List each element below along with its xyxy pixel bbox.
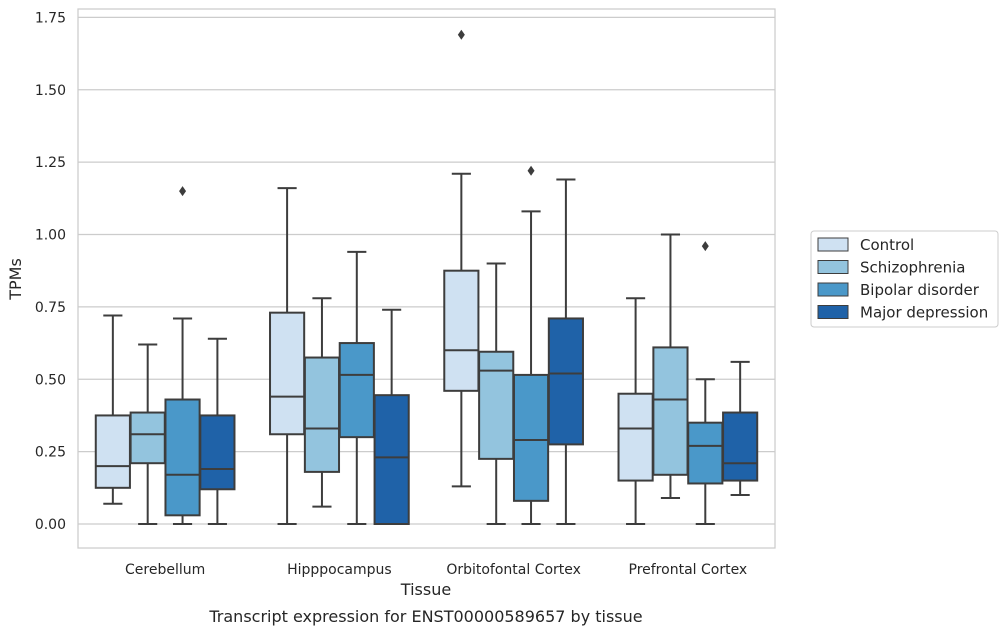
x-axis-label: Tissue (400, 580, 451, 599)
box-iqr (512, 373, 550, 502)
box-orbitofontal-cortex-major-depression (547, 178, 584, 525)
plot-area-frame (77, 8, 776, 549)
x-tick-label: Orbitofontal Cortex (446, 562, 581, 578)
box-iqr (652, 346, 689, 476)
y-tick-label: 1.25 (35, 155, 66, 171)
box-iqr (478, 350, 515, 460)
box-iqr (617, 392, 654, 482)
box-iqr (722, 411, 759, 482)
legend-swatch-major-depression (817, 305, 849, 319)
chart-caption: Transcript expression for ENST0000058965… (208, 607, 642, 626)
outlier-marker (457, 29, 465, 40)
x-tick-label: Hipppocampus (287, 562, 392, 578)
legend: Control Schizophrenia Bipolar disorder Majo… (810, 230, 999, 328)
legend-swatch-schizophrenia (817, 260, 849, 274)
box-iqr (338, 342, 375, 439)
legend-frame (810, 230, 999, 328)
box-iqr (373, 394, 410, 525)
box-cerebellum-schizophrenia (129, 343, 166, 525)
box-groups (94, 29, 759, 525)
y-tick-label: 1.50 (35, 83, 66, 99)
box-prefrontal-cortex-control (617, 297, 654, 525)
box-iqr (687, 421, 724, 485)
x-tick-label: Cerebellum (125, 562, 205, 578)
box-iqr (443, 269, 480, 392)
outlier-marker (179, 186, 187, 197)
box-prefrontal-cortex-schizophrenia (652, 233, 689, 499)
box-orbitofontal-cortex-control (443, 29, 480, 488)
y-tick-label: 1.75 (35, 10, 66, 26)
x-tick-label: Prefrontal Cortex (629, 562, 748, 578)
box-iqr (199, 414, 236, 491)
box-hipppocampus-control (269, 187, 306, 525)
box-iqr (164, 398, 201, 517)
box-cerebellum-control (94, 314, 131, 505)
box-cerebellum-bipolar-disorder (164, 186, 201, 525)
legend-swatch-control (817, 237, 849, 252)
outlier-marker (701, 241, 709, 252)
box-hipppocampus-bipolar-disorder (338, 250, 375, 525)
y-axis-ticks: 0.00 0.25 0.50 0.75 1.00 1.25 1.50 1.75 (35, 10, 66, 533)
legend-swatch-bipolar-disorder (817, 282, 849, 297)
outlier-marker (527, 165, 535, 176)
box-orbitofontal-cortex-schizophrenia (478, 262, 515, 525)
box-iqr (129, 411, 166, 465)
y-tick-label: 0.00 (35, 517, 66, 533)
box-iqr (303, 356, 341, 473)
box-prefrontal-cortex-major-depression (722, 360, 759, 497)
y-tick-label: 0.50 (35, 372, 66, 388)
y-tick-label: 1.00 (35, 228, 66, 244)
box-prefrontal-cortex-bipolar-disorder (687, 241, 724, 525)
legend-label-major-depression: Major depression (860, 304, 988, 322)
box-orbitofontal-cortex-bipolar-disorder (512, 165, 550, 525)
box-cerebellum-major-depression (199, 337, 236, 525)
box-hipppocampus-major-depression (373, 308, 410, 525)
x-axis-ticks: Cerebellum Hipppocampus Orbitofontal Corte… (125, 562, 747, 578)
box-hipppocampus-schizophrenia (303, 297, 341, 508)
y-tick-label: 0.75 (35, 300, 66, 316)
y-tick-label: 0.25 (35, 445, 66, 461)
box-iqr (269, 311, 306, 436)
y-axis-label: TPMs (6, 258, 25, 301)
box-iqr (547, 317, 584, 446)
legend-label-bipolar-disorder: Bipolar disorder (860, 281, 980, 299)
legend-label-schizophrenia: Schizophrenia (860, 259, 965, 277)
legend-label-control: Control (860, 236, 914, 254)
box-iqr (94, 414, 131, 489)
